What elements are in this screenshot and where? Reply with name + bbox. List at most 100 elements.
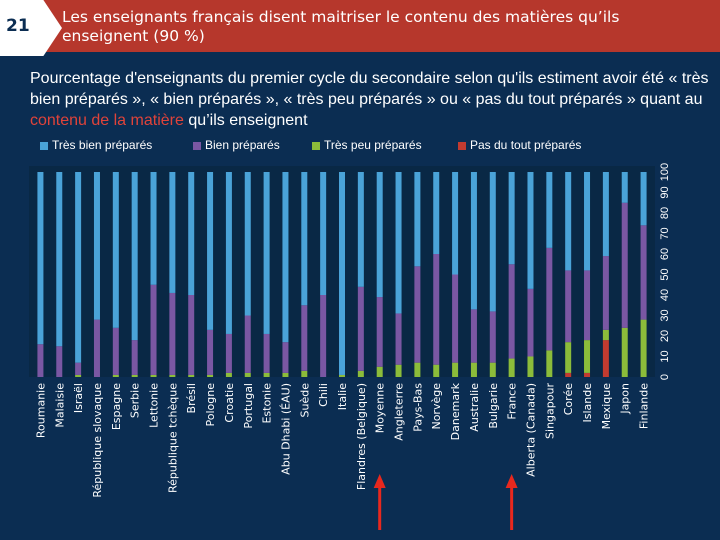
category-label: Malaisie [53, 383, 66, 428]
category-label: Suède [298, 383, 311, 418]
bar-segment-well [621, 202, 628, 328]
bar-segment-very-little [602, 329, 609, 341]
legend-label-not-at-all: Pas du tout préparés [470, 138, 582, 152]
bar-segment-very-well [565, 172, 572, 271]
legend-swatch-well [193, 141, 201, 150]
highlight-arrow-head [505, 474, 518, 488]
y-tick-label: 50 [659, 268, 671, 280]
category-label: Lettonie [148, 383, 161, 428]
bar-segment-very-little [339, 374, 345, 377]
bar-segment-very-little [621, 327, 628, 377]
bar-segment-very-little [470, 362, 477, 377]
category-label: Singapour [543, 383, 556, 439]
bar-segment-very-little [395, 364, 402, 377]
category-label: Pologne [204, 383, 217, 427]
bar-segment-well [131, 340, 138, 375]
category-label: Danemark [449, 382, 462, 440]
bar-segment-very-well [263, 172, 270, 334]
y-tick-label: 20 [659, 330, 671, 342]
bar-segment-very-well [112, 172, 119, 328]
bar-segment-very-little [282, 372, 289, 377]
category-label: Islande [581, 383, 594, 423]
y-tick-label: 40 [659, 289, 671, 301]
subtitle-text-end: qu’ils enseignent [183, 112, 308, 129]
category-label: Roumanie [34, 383, 47, 438]
chart-subtitle: Pourcentage d'enseignants du premier cyc… [30, 68, 710, 131]
slide-title: Les enseignants français disent maitrise… [62, 8, 620, 45]
bar-segment-very-little [301, 370, 308, 377]
highlight-arrow-head [373, 474, 386, 488]
bar-segment-very-little [244, 372, 251, 377]
bar-segment-very-well [621, 172, 628, 203]
bar-segment-very-well [37, 172, 44, 345]
bar-segment-very-little [546, 350, 553, 377]
category-label: France [506, 383, 519, 420]
bar-segment-well [112, 327, 119, 375]
category-label: Angleterre [393, 383, 406, 441]
bar-segment-very-well [131, 172, 138, 341]
bar-segment-well [546, 247, 553, 351]
bar-segment-very-little [452, 362, 459, 377]
slide-header: 21 Les enseignants français disent maitr… [0, 0, 720, 56]
bar-segment-very-little [489, 362, 496, 377]
bar-segment-very-well [433, 172, 440, 254]
bar-segment-well [452, 274, 459, 363]
bar-segment-very-little [263, 372, 270, 377]
category-label: Norvège [430, 383, 443, 430]
legend-item-very-little: Très peu préparés [312, 138, 422, 152]
legend-label-very-little: Très peu préparés [324, 138, 422, 152]
bar-segment-very-well [282, 172, 289, 343]
y-tick-label: 30 [659, 309, 671, 321]
bar-segment-very-well [357, 172, 364, 287]
bar-segment-very-little [357, 370, 364, 377]
category-label: Corée [562, 383, 575, 415]
legend-swatch-not-at-all [458, 141, 466, 150]
bar-segment-not-at-all [584, 372, 591, 377]
bar-segment-very-little [207, 374, 214, 377]
bar-segment-well [320, 295, 327, 377]
bar-segment-very-well [470, 172, 477, 310]
bar-segment-well [489, 311, 496, 363]
bar-segment-well [376, 297, 383, 367]
y-tick-label: 60 [659, 248, 671, 260]
bar-segment-very-well [527, 172, 534, 289]
y-tick-label: 10 [659, 350, 671, 362]
bar-segment-well [282, 342, 289, 373]
bar-segment-well [527, 288, 534, 357]
bar-segment-very-little [508, 358, 515, 377]
bar-segment-very-well [188, 172, 195, 295]
bar-segment-very-well [376, 172, 383, 298]
bar-segment-very-little [565, 342, 572, 373]
bar-segment-very-well [150, 172, 157, 285]
bar-segment-well [263, 333, 270, 373]
bar-segment-well [602, 256, 609, 330]
bar-segment-well [188, 295, 195, 375]
category-label: Israël [72, 383, 85, 413]
bar-segment-very-well [225, 172, 232, 334]
bar-segment-well [37, 344, 44, 377]
bar-segment-very-little [376, 366, 383, 377]
category-label: République tchèque [166, 383, 179, 493]
bar-segment-very-well [546, 172, 553, 248]
bar-segment-well [150, 284, 157, 375]
bar-segment-well [433, 254, 440, 365]
bar-segment-very-little [150, 374, 157, 377]
category-label: Italie [336, 383, 349, 410]
y-tick-label: 80 [659, 207, 671, 219]
y-tick-label: 90 [659, 186, 671, 198]
bar-segment-very-little [169, 374, 176, 377]
bar-segment-very-well [169, 172, 176, 293]
legend-item-very-well: Très bien préparés [40, 138, 152, 152]
header-band [0, 0, 720, 52]
legend-label-well: Bien préparés [205, 138, 280, 152]
subtitle-highlight: contenu de la matière [30, 112, 184, 129]
bar-segment-very-well [75, 172, 82, 363]
bar-segment-well [414, 266, 421, 363]
category-label: Bulgarie [487, 383, 500, 429]
category-label: Mexique [600, 383, 613, 430]
bar-segment-very-well [489, 172, 496, 312]
bar-segment-well [225, 333, 232, 373]
category-label: Chili [317, 383, 330, 407]
bar-segment-very-little [112, 374, 119, 377]
